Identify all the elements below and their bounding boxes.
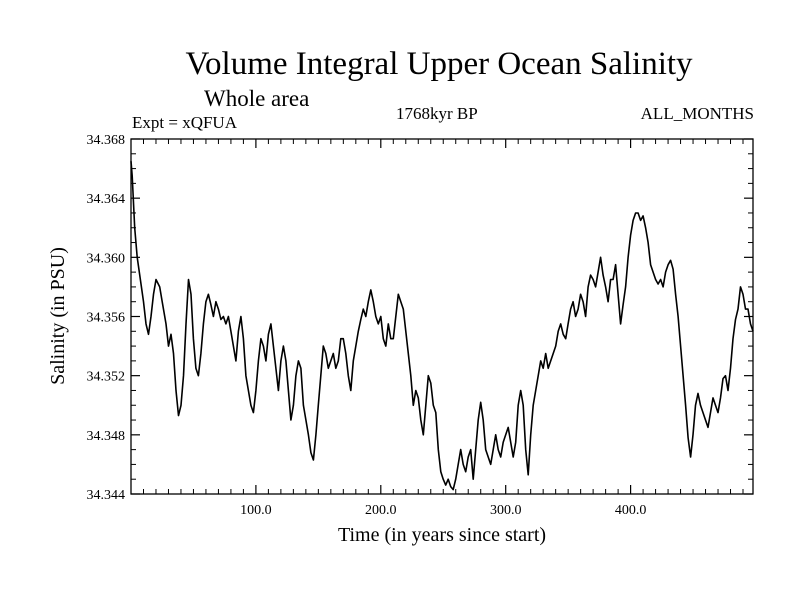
chart-subtitle: Whole area — [204, 86, 310, 111]
y-axis-label: Salinity (in PSU) — [47, 247, 69, 385]
y-axis: 34.344 34.348 34.352 34.356 34.360 34.364 34.3… — [87, 133, 753, 503]
y-tick-label: 34.360 — [87, 251, 126, 266]
y-tick-label: 34.364 — [87, 192, 126, 207]
months-label: ALL_MONTHS — [640, 104, 754, 123]
x-axis-label: Time (in years since start) — [338, 524, 546, 546]
y-tick-label: 34.352 — [87, 370, 126, 385]
salinity-series-line — [130, 161, 754, 491]
y-tick-label: 34.344 — [87, 488, 126, 503]
experiment-label: Expt = xQFUA — [132, 113, 237, 132]
x-tick-label: 200.0 — [365, 503, 397, 518]
y-tick-label: 34.368 — [87, 133, 126, 148]
chart-title: Volume Integral Upper Ocean Salinity — [185, 46, 693, 82]
x-tick-label: 100.0 — [240, 503, 272, 518]
plot-area — [130, 138, 754, 495]
x-axis: 100.0 200.0 300.0 400.0 — [142, 139, 744, 518]
x-tick-label: 300.0 — [490, 503, 522, 518]
x-tick-label: 400.0 — [615, 503, 647, 518]
y-tick-label: 34.356 — [87, 311, 126, 326]
period-label: 1768kyr BP — [396, 104, 478, 123]
y-tick-label: 34.348 — [87, 429, 126, 444]
plot-frame — [130, 138, 754, 495]
